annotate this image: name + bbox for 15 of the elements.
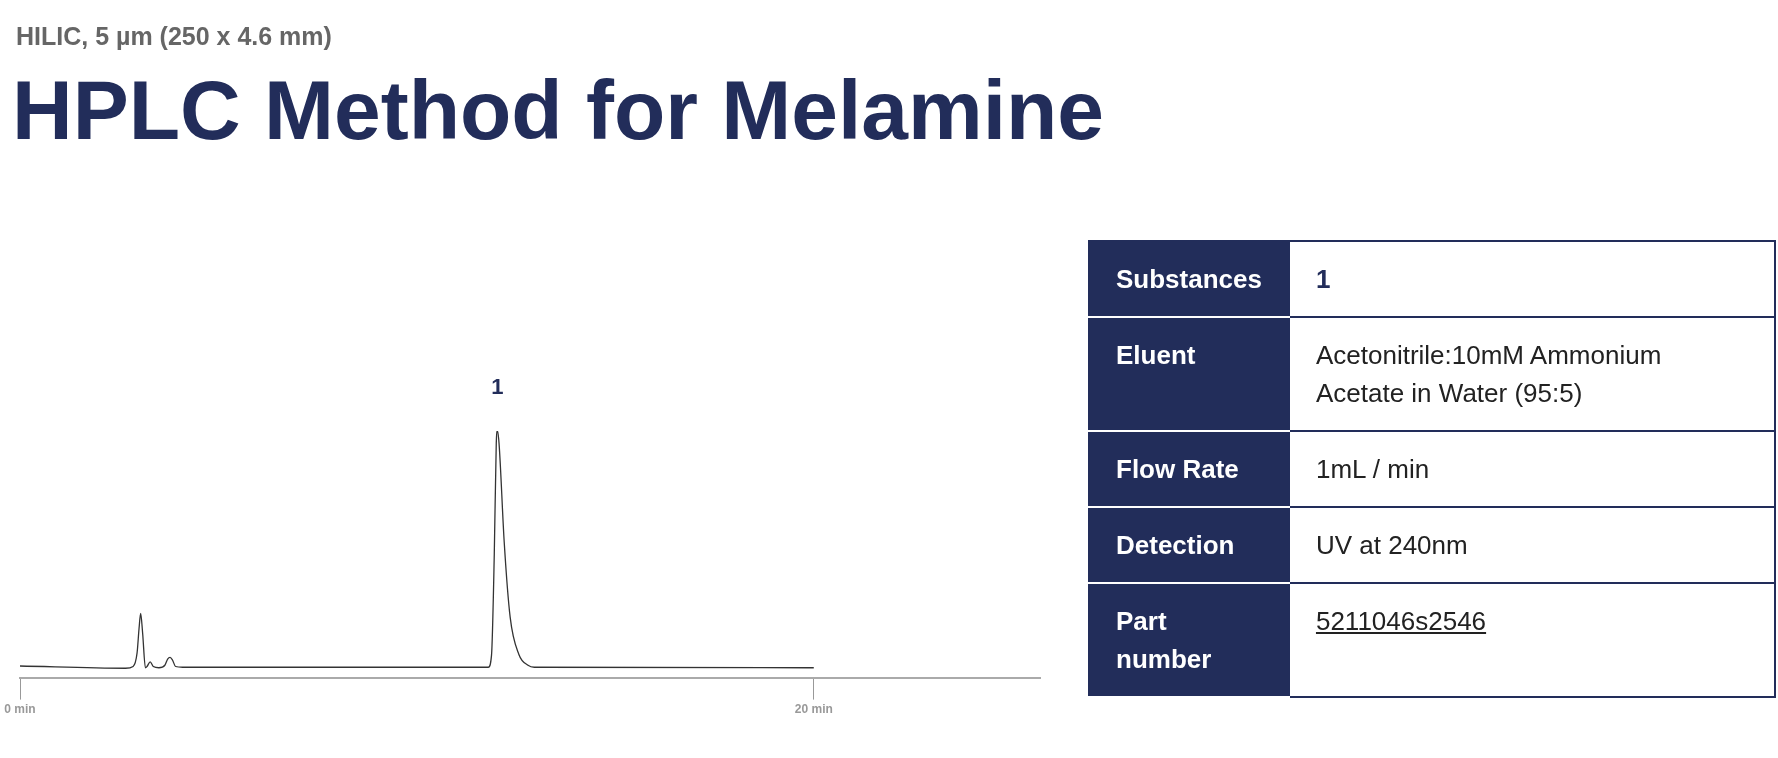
text: UV at 240nm [1288,507,1775,583]
annotation: 1 [491,374,504,400]
category-label: Part number [1089,583,1289,697]
x-tick-label: 0 min [4,702,36,717]
category-label: Eluent [1089,317,1289,431]
category-label: Detection [1089,507,1289,583]
chart-title: HPLC Method for Melamine [12,62,1105,159]
text: 5211046s2546 [1288,583,1775,697]
category-label: Flow Rate [1089,431,1289,507]
text: 1mL / min [1288,431,1775,507]
x-tick-label: 20 min [794,702,833,717]
text: Acetonitrile:10mM Ammonium Acetate in Water (95:5) [1288,317,1775,431]
chart-subtitle: HILIC, 5 µm (250 x 4.6 mm) [16,22,332,51]
text: 1 [1288,241,1775,317]
category-label: Substances [1089,241,1289,317]
